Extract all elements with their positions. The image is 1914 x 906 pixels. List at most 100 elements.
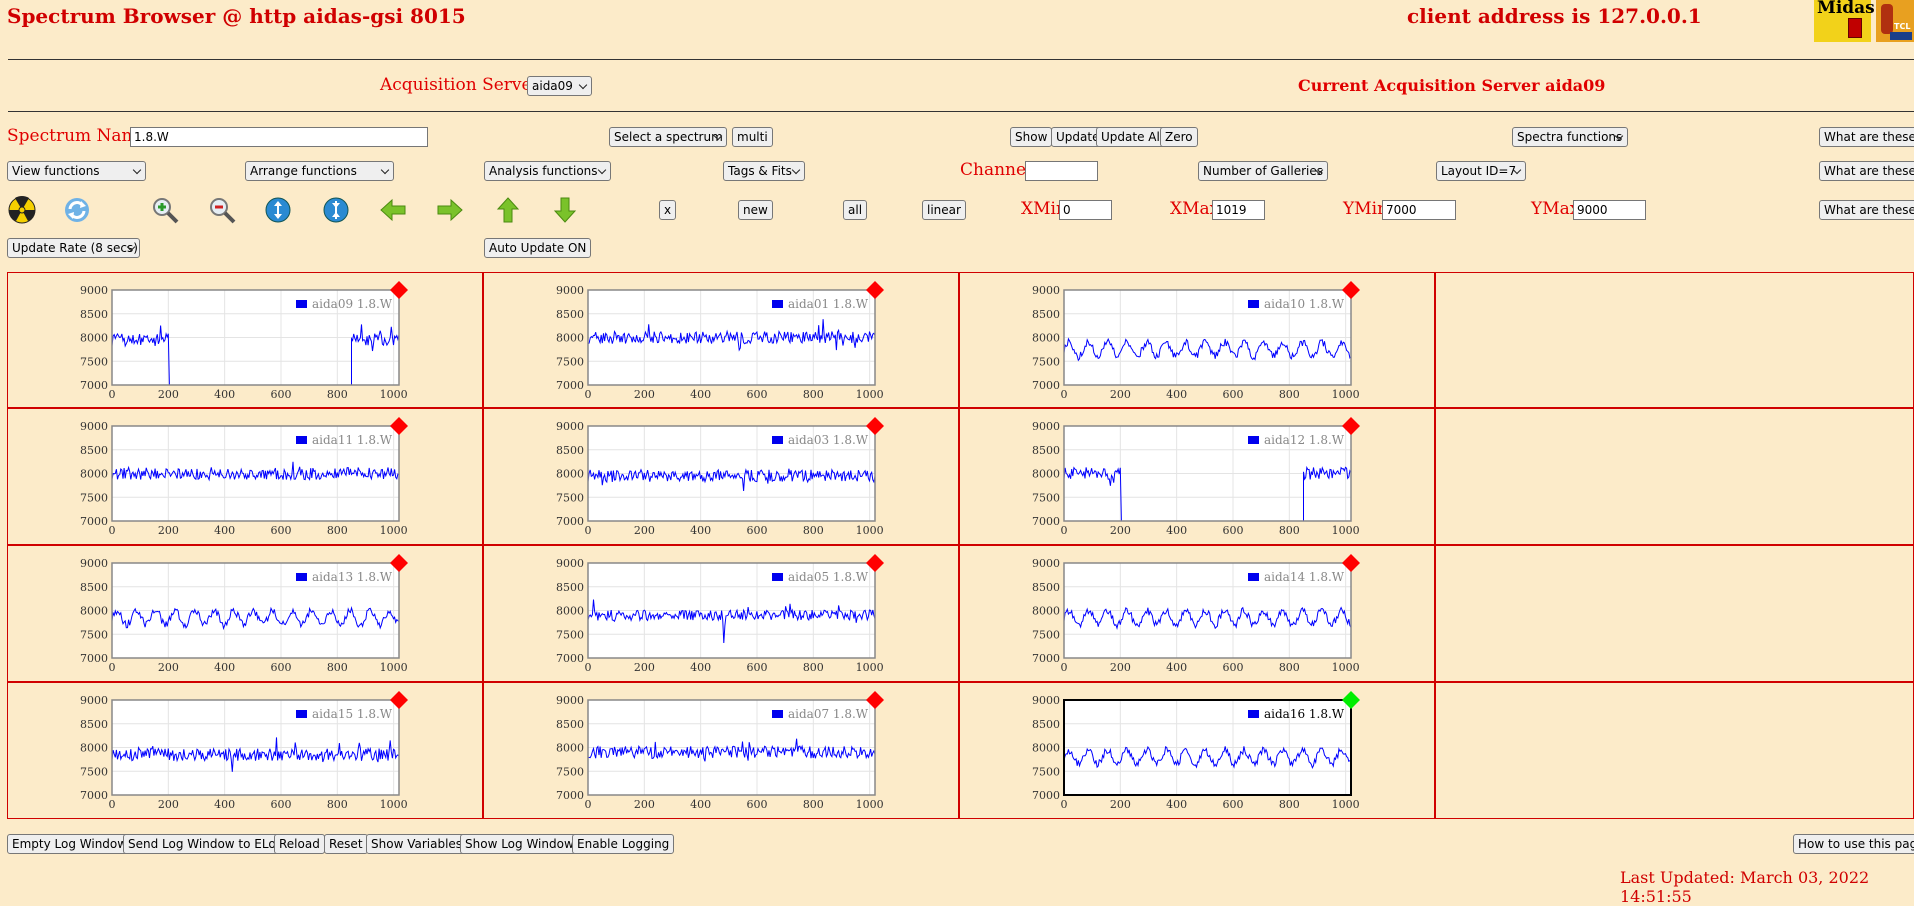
y-tick-label: 7500 xyxy=(80,765,108,778)
acq-servers-select[interactable]: aida09 xyxy=(527,76,592,96)
spectrum-plot[interactable]: 7000 7500 8000 8500 9000 0 200 400 600 800 1000 aid… xyxy=(484,683,960,820)
arrow-up-icon[interactable] xyxy=(493,195,523,225)
gallery-cell[interactable]: 7000 7500 8000 8500 9000 0 200 400 600 800 1000 aid… xyxy=(483,682,959,819)
y-tick-label: 7000 xyxy=(1032,652,1060,665)
auto-update-button[interactable]: Auto Update ON xyxy=(484,238,592,258)
status-marker[interactable] xyxy=(866,554,884,572)
y-tick-label: 8500 xyxy=(556,444,584,457)
linear-button[interactable]: linear xyxy=(922,200,966,220)
analysis-functions-dropdown[interactable]: Analysis functions xyxy=(484,161,611,181)
gallery-cell[interactable]: 7000 7500 8000 8500 9000 0 200 400 600 800 1000 aid… xyxy=(959,408,1435,545)
what-are-these-button-1[interactable]: What are these? xyxy=(1819,127,1914,147)
x-tick-label: 800 xyxy=(327,798,348,811)
bottom-button-1[interactable]: Empty Log Window xyxy=(7,834,133,854)
gallery-cell[interactable]: 7000 7500 8000 8500 9000 0 200 400 600 800 1000 aid… xyxy=(7,545,483,682)
update-all-button[interactable]: Update All xyxy=(1096,127,1169,147)
spectrum-plot[interactable]: 7000 7500 8000 8500 9000 0 200 400 600 800 1000 aid… xyxy=(8,546,484,683)
compress-icon[interactable] xyxy=(321,195,351,225)
legend-label: aida13 1.8.W xyxy=(312,570,393,584)
status-marker[interactable] xyxy=(866,417,884,435)
status-marker[interactable] xyxy=(1342,417,1360,435)
series-line xyxy=(1063,465,1352,522)
status-marker[interactable] xyxy=(1342,281,1360,299)
how-to-use-button[interactable]: How to use this page xyxy=(1793,834,1914,854)
spectrum-plot[interactable]: 7000 7500 8000 8500 9000 0 200 400 600 800 1000 aid… xyxy=(484,273,960,409)
what-are-these-button-2[interactable]: What are these? xyxy=(1819,161,1914,181)
status-marker[interactable] xyxy=(390,417,408,435)
spectrum-plot[interactable]: 7000 7500 8000 8500 9000 0 200 400 600 800 1000 aid… xyxy=(960,273,1436,409)
zoom-in-icon[interactable] xyxy=(150,195,180,225)
bottom-button-3[interactable]: Reload xyxy=(274,834,325,854)
y-tick-label: 8500 xyxy=(80,581,108,594)
show-button[interactable]: Show xyxy=(1010,127,1053,147)
legend-swatch xyxy=(772,436,783,444)
status-marker[interactable] xyxy=(390,554,408,572)
spectrum-plot[interactable]: 7000 7500 8000 8500 9000 0 200 400 600 800 1000 aid… xyxy=(8,273,484,409)
number-of-galleries-dropdown[interactable]: Number of Galleries xyxy=(1198,161,1328,181)
x-tick-label: 200 xyxy=(634,661,655,674)
gallery-cell[interactable]: 7000 7500 8000 8500 9000 0 200 400 600 800 1000 aid… xyxy=(7,272,483,408)
new-button[interactable]: new xyxy=(738,200,773,220)
x-tick-label: 0 xyxy=(1061,661,1068,674)
gallery-cell[interactable]: 7000 7500 8000 8500 9000 0 200 400 600 800 1000 aid… xyxy=(483,408,959,545)
view-functions-dropdown[interactable]: View functions xyxy=(7,161,146,181)
spectrum-name-input[interactable]: 1.8.W xyxy=(130,127,428,147)
status-marker[interactable] xyxy=(390,281,408,299)
status-marker[interactable] xyxy=(1342,691,1360,709)
multi-button[interactable]: multi xyxy=(732,127,773,147)
radiation-icon[interactable] xyxy=(7,195,37,225)
spectrum-plot[interactable]: 7000 7500 8000 8500 9000 0 200 400 600 800 1000 aid… xyxy=(960,409,1436,546)
expand-icon[interactable] xyxy=(263,195,293,225)
bottom-button-2[interactable]: Send Log Window to ELog xyxy=(123,834,289,854)
spectrum-plot[interactable]: 7000 7500 8000 8500 9000 0 200 400 600 800 1000 aid… xyxy=(960,683,1436,820)
spectrum-plot[interactable]: 7000 7500 8000 8500 9000 0 200 400 600 800 1000 aid… xyxy=(484,409,960,546)
gallery-cell[interactable]: 7000 7500 8000 8500 9000 0 200 400 600 800 1000 aid… xyxy=(959,682,1435,819)
bottom-button-4[interactable]: Reset xyxy=(324,834,368,854)
all-button[interactable]: all xyxy=(843,200,868,220)
channel-input[interactable] xyxy=(1025,161,1098,181)
arrow-down-icon[interactable] xyxy=(550,195,580,225)
arrange-functions-dropdown[interactable]: Arrange functions xyxy=(245,161,394,181)
series-line xyxy=(1063,745,1352,769)
status-marker[interactable] xyxy=(866,691,884,709)
arrow-left-icon[interactable] xyxy=(378,195,408,225)
spectrum-plot[interactable]: 7000 7500 8000 8500 9000 0 200 400 600 800 1000 aid… xyxy=(960,546,1436,683)
gallery-cell[interactable]: 7000 7500 8000 8500 9000 0 200 400 600 800 1000 aid… xyxy=(483,545,959,682)
spectra-functions-dropdown[interactable]: Spectra functions xyxy=(1512,127,1628,147)
bottom-button-5[interactable]: Show Variables xyxy=(366,834,468,854)
gallery-cell[interactable]: 7000 7500 8000 8500 9000 0 200 400 600 800 1000 aid… xyxy=(7,682,483,819)
y-tick-label: 7000 xyxy=(1032,789,1060,802)
gallery-cell[interactable]: 7000 7500 8000 8500 9000 0 200 400 600 800 1000 aid… xyxy=(959,545,1435,682)
what-are-these-button-3[interactable]: What are these? xyxy=(1819,200,1914,220)
bottom-button-7[interactable]: Enable Logging xyxy=(572,834,675,854)
spectrum-plot[interactable]: 7000 7500 8000 8500 9000 0 200 400 600 800 1000 aid… xyxy=(8,409,484,546)
x-tick-label: 0 xyxy=(1061,524,1068,537)
y-tick-label: 8500 xyxy=(1032,718,1060,731)
status-marker[interactable] xyxy=(1342,554,1360,572)
status-marker[interactable] xyxy=(866,281,884,299)
gallery-cell[interactable]: 7000 7500 8000 8500 9000 0 200 400 600 800 1000 aid… xyxy=(483,272,959,408)
refresh-icon[interactable] xyxy=(62,195,92,225)
gallery-cell[interactable]: 7000 7500 8000 8500 9000 0 200 400 600 800 1000 aid… xyxy=(959,272,1435,408)
update-rate-dropdown[interactable]: Update Rate (8 secs) xyxy=(7,238,140,258)
spectrum-plot[interactable]: 7000 7500 8000 8500 9000 0 200 400 600 800 1000 aid… xyxy=(8,683,484,820)
gallery-cell-empty xyxy=(1435,545,1914,682)
update-button[interactable]: Update xyxy=(1051,127,1105,147)
arrow-right-icon[interactable] xyxy=(435,195,465,225)
zoom-out-icon[interactable] xyxy=(207,195,237,225)
x-tick-label: 200 xyxy=(158,798,179,811)
status-marker[interactable] xyxy=(390,691,408,709)
spectrum-plot[interactable]: 7000 7500 8000 8500 9000 0 200 400 600 800 1000 aid… xyxy=(484,546,960,683)
bottom-button-6[interactable]: Show Log Window xyxy=(460,834,579,854)
x-button[interactable]: x xyxy=(659,200,677,220)
legend-label: aida10 1.8.W xyxy=(1264,297,1345,311)
layout-id-dropdown[interactable]: Layout ID=7 xyxy=(1436,161,1526,181)
gallery-cell[interactable]: 7000 7500 8000 8500 9000 0 200 400 600 800 1000 aid… xyxy=(7,408,483,545)
select-spectrum-dropdown[interactable]: Select a spectrum xyxy=(609,127,727,147)
ymax-input[interactable]: 9000 xyxy=(1573,200,1646,220)
zero-button[interactable]: Zero xyxy=(1160,127,1198,147)
tags-fits-dropdown[interactable]: Tags & Fits xyxy=(723,161,805,181)
xmax-input[interactable]: 1019 xyxy=(1212,200,1265,220)
xmin-input[interactable]: 0 xyxy=(1059,200,1112,220)
ymin-input[interactable]: 7000 xyxy=(1382,200,1456,220)
